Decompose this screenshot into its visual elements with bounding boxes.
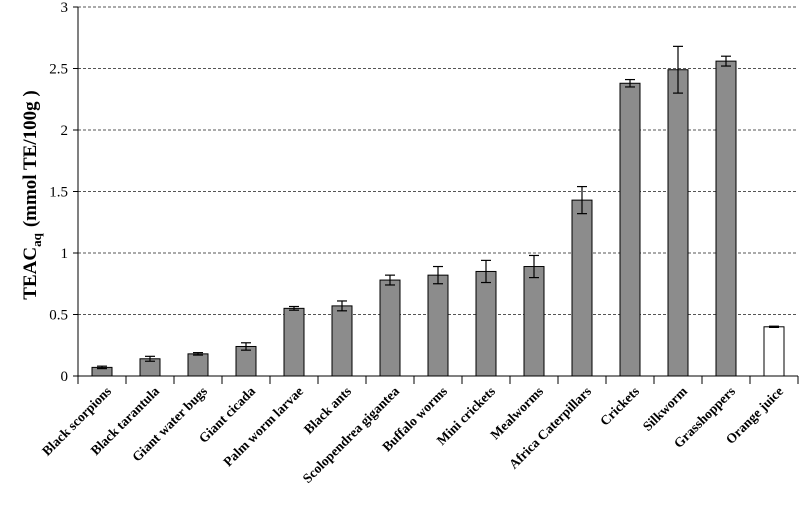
error-bars (97, 45, 779, 370)
y-tick-labels: 0 0.5 1 1.5 2 2.5 3 (49, 0, 68, 385)
y-axis-label: TEACaq (mmol TE/100g ) (20, 90, 44, 299)
bar (619, 82, 641, 377)
x-category-label: Crickets (597, 384, 642, 429)
bar (523, 266, 545, 377)
y-tick-label: 2.5 (49, 62, 68, 78)
bar (763, 326, 785, 377)
y-tick-label: 0 (61, 369, 69, 385)
bar (235, 345, 257, 377)
y-tick-label: 3 (61, 0, 69, 16)
bar (379, 279, 401, 377)
axes (73, 6, 799, 384)
x-category-label: Silkworm (640, 383, 691, 434)
bar (187, 353, 209, 377)
bar (427, 274, 449, 377)
bar (667, 69, 689, 377)
x-category-label: Africa Caterpillars (506, 384, 594, 472)
bar (571, 199, 593, 377)
y-tick-label: 2 (61, 123, 69, 139)
x-category-label: Scolopendrea gigantea (300, 383, 403, 486)
bar (715, 60, 737, 377)
x-category-label: Palm worm larvae (220, 384, 306, 470)
y-axis-label-unit: (mmol TE/100g ) (20, 90, 41, 227)
bar (331, 305, 353, 377)
y-axis-label-subscript: aq (29, 232, 44, 247)
bars (91, 60, 785, 377)
bar (283, 307, 305, 377)
y-tick-label: 1 (61, 246, 69, 262)
bar (475, 270, 497, 377)
y-axis-label-main: TEAC (20, 247, 41, 300)
y-tick-label: 0.5 (49, 308, 68, 324)
y-tick-label: 1.5 (49, 185, 68, 201)
